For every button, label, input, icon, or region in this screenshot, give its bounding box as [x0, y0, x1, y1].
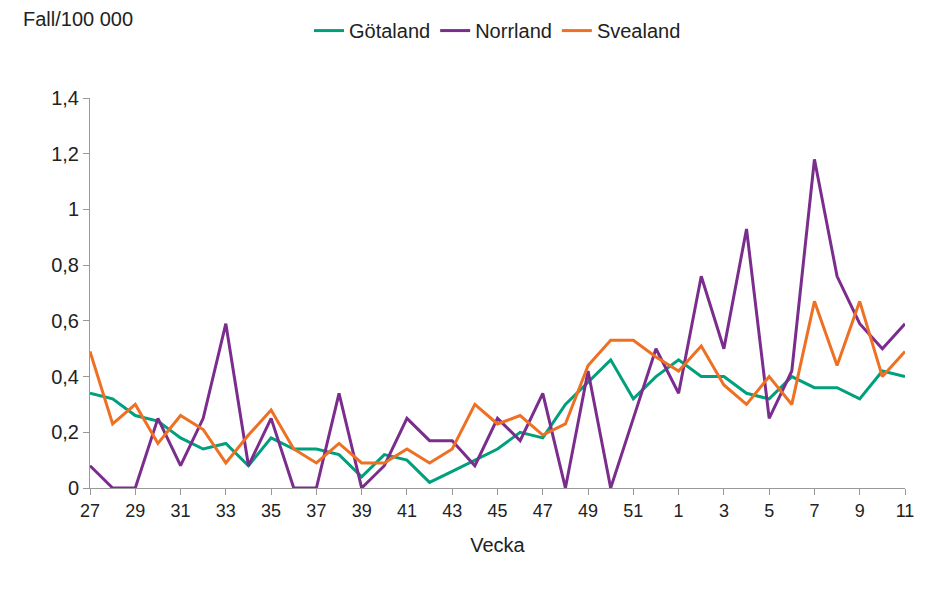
svg-text:49: 49: [578, 501, 598, 521]
svg-text:7: 7: [809, 501, 819, 521]
svg-text:1: 1: [674, 501, 684, 521]
svg-text:0,4: 0,4: [51, 366, 79, 388]
svg-text:0,6: 0,6: [51, 310, 79, 332]
svg-text:39: 39: [352, 501, 372, 521]
svg-text:31: 31: [171, 501, 191, 521]
svg-text:37: 37: [306, 501, 326, 521]
svg-text:43: 43: [442, 501, 462, 521]
svg-text:Götaland: Götaland: [349, 20, 430, 42]
svg-text:0,2: 0,2: [51, 421, 79, 443]
svg-text:33: 33: [216, 501, 236, 521]
svg-text:0,8: 0,8: [51, 254, 79, 276]
svg-text:Vecka: Vecka: [470, 534, 525, 556]
svg-text:1,2: 1,2: [51, 143, 79, 165]
svg-text:Fall/100 000: Fall/100 000: [23, 8, 133, 30]
svg-text:51: 51: [623, 501, 643, 521]
svg-text:3: 3: [719, 501, 729, 521]
svg-text:35: 35: [261, 501, 281, 521]
svg-text:5: 5: [764, 501, 774, 521]
svg-text:9: 9: [855, 501, 865, 521]
svg-text:0: 0: [68, 477, 79, 499]
svg-text:1: 1: [68, 198, 79, 220]
svg-text:Svealand: Svealand: [597, 20, 680, 42]
svg-text:11: 11: [896, 501, 915, 521]
svg-text:Norrland: Norrland: [475, 20, 552, 42]
svg-text:41: 41: [397, 501, 417, 521]
svg-text:29: 29: [125, 501, 145, 521]
svg-text:27: 27: [80, 501, 100, 521]
svg-text:47: 47: [533, 501, 553, 521]
svg-text:45: 45: [487, 501, 507, 521]
svg-text:1,4: 1,4: [51, 87, 79, 109]
